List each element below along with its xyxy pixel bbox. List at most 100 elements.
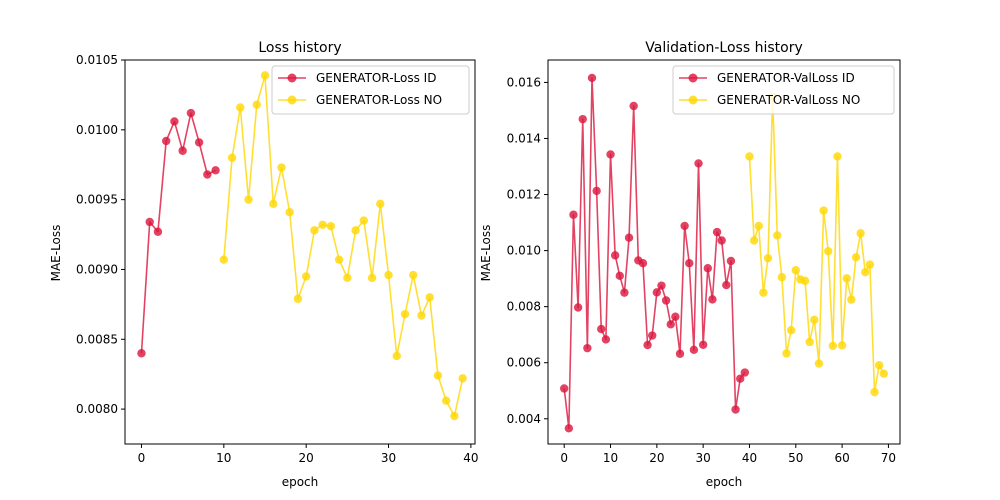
x-tick-label: 30 bbox=[696, 451, 711, 465]
data-point-1 bbox=[828, 341, 838, 351]
data-point-1 bbox=[277, 163, 286, 172]
data-point-1 bbox=[782, 349, 791, 358]
data-point-0 bbox=[578, 114, 587, 124]
x-tick-label: 40 bbox=[742, 451, 757, 465]
y-tick-label: 0.0090 bbox=[76, 262, 118, 276]
legend-marker-no bbox=[688, 95, 698, 105]
data-point-0 bbox=[170, 117, 179, 126]
data-point-1 bbox=[334, 255, 344, 264]
data-point-0 bbox=[178, 146, 187, 155]
x-tick-label: 50 bbox=[788, 451, 803, 465]
data-point-0 bbox=[661, 296, 671, 305]
data-point-1 bbox=[777, 273, 787, 282]
data-point-1 bbox=[759, 288, 768, 297]
data-point-0 bbox=[722, 280, 731, 290]
data-point-1 bbox=[359, 216, 369, 225]
data-point-1 bbox=[376, 199, 385, 209]
data-point-1 bbox=[763, 253, 773, 263]
data-point-0 bbox=[620, 288, 629, 297]
data-point-0 bbox=[560, 384, 569, 393]
legend-label-no: GENERATOR-ValLoss NO bbox=[717, 93, 860, 107]
data-point-1 bbox=[417, 311, 426, 320]
data-point-0 bbox=[592, 186, 601, 196]
data-point-1 bbox=[745, 152, 754, 161]
data-point-1 bbox=[244, 195, 253, 204]
chart-title: Validation-Loss history bbox=[645, 40, 803, 56]
legend-marker-id bbox=[688, 73, 698, 83]
legend-marker-no bbox=[287, 95, 297, 105]
x-tick-label: 10 bbox=[216, 451, 231, 465]
data-point-0 bbox=[689, 345, 699, 355]
x-axis-label: epoch bbox=[706, 475, 743, 489]
data-point-1 bbox=[343, 273, 352, 283]
y-tick-label: 0.014 bbox=[507, 131, 541, 145]
x-tick-label: 10 bbox=[603, 451, 618, 465]
y-tick-label: 0.010 bbox=[507, 244, 541, 258]
y-tick-label: 0.0105 bbox=[76, 53, 118, 67]
data-point-0 bbox=[624, 233, 634, 242]
y-tick-label: 0.0080 bbox=[76, 402, 118, 416]
data-point-0 bbox=[648, 331, 657, 340]
data-point-1 bbox=[749, 236, 759, 245]
y-tick-label: 0.008 bbox=[507, 300, 541, 314]
y-tick-label: 0.016 bbox=[507, 75, 541, 89]
data-point-0 bbox=[601, 335, 611, 344]
x-tick-label: 60 bbox=[834, 451, 849, 465]
data-point-0 bbox=[203, 170, 212, 179]
x-tick-label: 20 bbox=[649, 451, 664, 465]
data-point-1 bbox=[842, 274, 851, 283]
data-point-1 bbox=[856, 229, 865, 238]
data-point-1 bbox=[833, 152, 842, 161]
data-point-0 bbox=[597, 324, 606, 334]
data-point-0 bbox=[564, 424, 574, 433]
data-point-1 bbox=[847, 295, 856, 304]
data-point-1 bbox=[800, 276, 810, 286]
data-point-1 bbox=[367, 273, 377, 283]
data-point-1 bbox=[824, 246, 833, 256]
data-point-1 bbox=[236, 103, 245, 112]
axes-frame bbox=[124, 59, 476, 445]
data-point-0 bbox=[569, 210, 578, 219]
data-point-0 bbox=[161, 136, 171, 146]
legend-box bbox=[271, 65, 470, 115]
data-point-1 bbox=[425, 293, 434, 302]
data-point-1 bbox=[351, 226, 360, 235]
data-point-1 bbox=[400, 309, 410, 319]
data-point-0 bbox=[736, 374, 745, 383]
data-point-1 bbox=[384, 270, 393, 280]
data-point-1 bbox=[219, 255, 229, 264]
data-point-0 bbox=[583, 343, 592, 353]
legend: GENERATOR-Loss ID GENERATOR-Loss NO bbox=[271, 65, 470, 115]
data-point-0 bbox=[194, 138, 204, 147]
x-axis-label: epoch bbox=[282, 475, 319, 489]
data-point-0 bbox=[629, 101, 638, 111]
data-point-0 bbox=[145, 217, 154, 227]
data-point-1 bbox=[786, 326, 796, 335]
data-point-1 bbox=[814, 359, 824, 368]
series-line-1 bbox=[748, 96, 885, 393]
data-point-0 bbox=[703, 264, 712, 273]
data-point-1 bbox=[861, 267, 870, 277]
data-point-0 bbox=[671, 312, 680, 321]
data-point-1 bbox=[879, 369, 888, 378]
data-point-0 bbox=[587, 73, 597, 83]
data-point-0 bbox=[740, 368, 750, 377]
data-point-0 bbox=[638, 259, 648, 268]
data-point-0 bbox=[615, 271, 624, 281]
data-point-0 bbox=[680, 221, 689, 231]
y-axis-label: MAE-Loss bbox=[479, 225, 493, 282]
legend-label-no: GENERATOR-Loss NO bbox=[316, 93, 442, 107]
data-point-1 bbox=[851, 253, 861, 262]
data-point-0 bbox=[685, 259, 694, 268]
data-point-0 bbox=[137, 349, 146, 358]
data-point-1 bbox=[874, 361, 884, 370]
data-point-0 bbox=[726, 256, 736, 266]
data-point-1 bbox=[870, 387, 879, 397]
data-point-1 bbox=[441, 396, 451, 405]
data-point-1 bbox=[819, 206, 828, 215]
x-tick-label: 40 bbox=[463, 451, 478, 465]
data-point-1 bbox=[810, 315, 819, 325]
y-axis-label: MAE-Loss bbox=[49, 225, 63, 282]
data-point-1 bbox=[409, 270, 418, 280]
data-point-0 bbox=[606, 150, 615, 159]
